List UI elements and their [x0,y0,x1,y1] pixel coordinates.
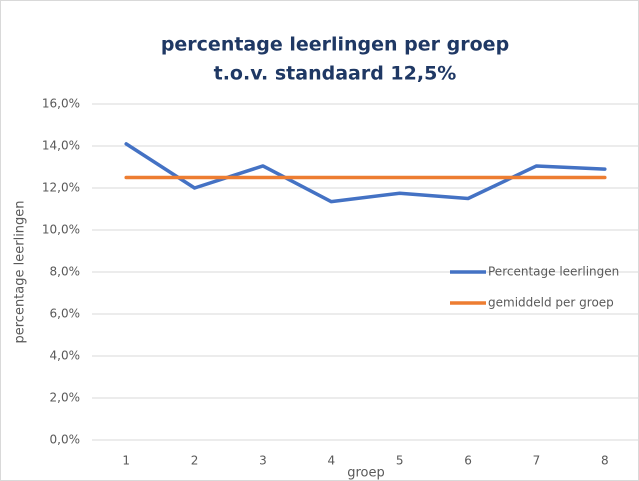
x-tick-label: 5 [396,454,404,468]
x-tick-label: 1 [122,454,130,468]
y-tick-label: 8,0% [50,265,81,279]
y-tick-label: 6,0% [50,307,81,321]
y-tick-label: 14,0% [42,139,80,153]
chart-subtitle: t.o.v. standaard 12,5% [214,63,457,85]
legend-label: Percentage leerlingen [488,265,619,279]
y-tick-label: 2,0% [50,391,81,405]
data-line [124,142,607,204]
x-tick-label: 4 [327,454,335,468]
y-tick-label: 10,0% [42,223,80,237]
legend-label: gemiddeld per groep [488,296,614,310]
chart-title: percentage leerlingen per groep [161,34,509,56]
x-tick-label: 2 [191,454,199,468]
x-tick-label: 7 [533,454,541,468]
x-axis-label: groep [347,466,385,481]
y-axis-label: percentage leerlingen [13,200,28,343]
y-tick-label: 16,0% [42,97,80,111]
y-tick-label: 12,0% [42,181,80,195]
x-tick-label: 3 [259,454,267,468]
x-tick-label: 6 [464,454,472,468]
x-tick-label: 8 [601,454,609,468]
y-tick-label: 4,0% [50,349,81,363]
y-tick-label: 0,0% [50,433,81,447]
